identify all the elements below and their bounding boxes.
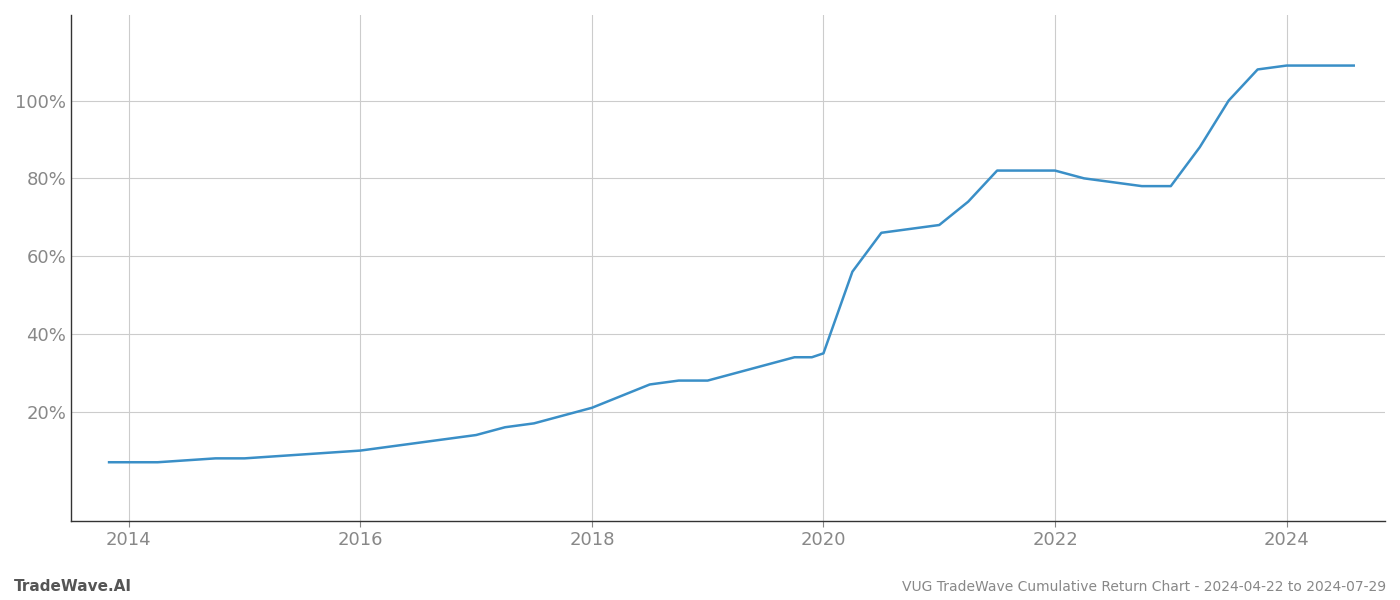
Text: TradeWave.AI: TradeWave.AI: [14, 579, 132, 594]
Text: VUG TradeWave Cumulative Return Chart - 2024-04-22 to 2024-07-29: VUG TradeWave Cumulative Return Chart - …: [902, 580, 1386, 594]
